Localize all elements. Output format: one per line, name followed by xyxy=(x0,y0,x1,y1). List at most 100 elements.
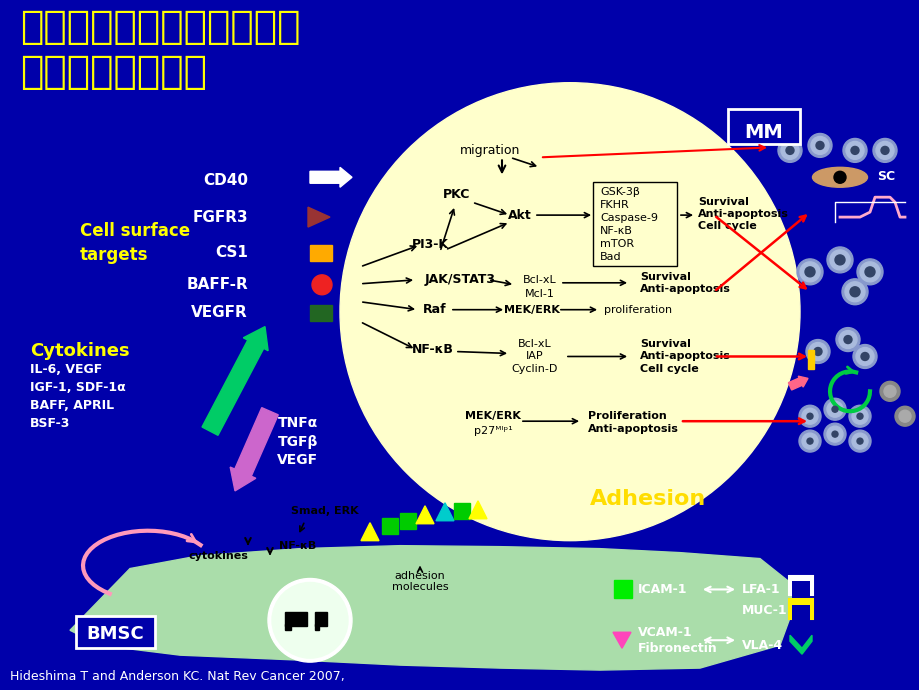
Text: Caspase-9: Caspase-9 xyxy=(599,213,657,223)
Circle shape xyxy=(823,398,845,420)
Text: Hideshima T and Anderson KC. Nat Rev Cancer 2007,: Hideshima T and Anderson KC. Nat Rev Can… xyxy=(10,670,345,683)
Text: Cytokines: Cytokines xyxy=(30,342,130,359)
Circle shape xyxy=(340,83,800,541)
Circle shape xyxy=(860,353,868,360)
Circle shape xyxy=(845,141,863,159)
Text: Akt: Akt xyxy=(507,208,531,221)
Circle shape xyxy=(312,275,332,295)
Circle shape xyxy=(831,406,837,412)
Bar xyxy=(807,350,813,369)
Circle shape xyxy=(850,146,858,155)
FancyArrow shape xyxy=(310,167,352,187)
Circle shape xyxy=(880,146,888,155)
Bar xyxy=(310,245,332,261)
Polygon shape xyxy=(469,501,486,519)
Circle shape xyxy=(801,433,817,449)
Text: LFA-1: LFA-1 xyxy=(742,583,780,596)
Text: Mcl-1: Mcl-1 xyxy=(525,288,554,299)
Text: Cyclin-D: Cyclin-D xyxy=(511,364,558,375)
Circle shape xyxy=(879,382,899,402)
Text: Anti-apoptosis: Anti-apoptosis xyxy=(698,209,788,219)
Text: Raf: Raf xyxy=(423,303,447,316)
Text: MUC-1: MUC-1 xyxy=(742,604,787,617)
Circle shape xyxy=(851,433,867,449)
Circle shape xyxy=(831,431,837,437)
Polygon shape xyxy=(70,546,800,670)
Text: Cell cycle: Cell cycle xyxy=(698,221,756,231)
Circle shape xyxy=(841,279,867,305)
Circle shape xyxy=(798,405,820,427)
Text: adhesion
molecules: adhesion molecules xyxy=(391,571,448,592)
Text: Bcl-xL: Bcl-xL xyxy=(517,339,551,348)
Circle shape xyxy=(800,262,819,282)
Text: Anti-apoptosis: Anti-apoptosis xyxy=(640,351,730,362)
Circle shape xyxy=(875,141,893,159)
Polygon shape xyxy=(789,635,811,654)
Circle shape xyxy=(813,348,821,355)
Circle shape xyxy=(855,348,873,366)
Circle shape xyxy=(823,423,845,445)
Text: cytokines: cytokines xyxy=(187,551,248,560)
Circle shape xyxy=(785,146,793,155)
Bar xyxy=(381,518,398,533)
Text: IL-6, VEGF
IGF-1, SDF-1α
BAFF, APRIL
BSF-3: IL-6, VEGF IGF-1, SDF-1α BAFF, APRIL BSF… xyxy=(30,364,126,431)
Text: TNFα
TGFβ
VEGF: TNFα TGFβ VEGF xyxy=(278,416,318,467)
Text: 生长、生存和耐药: 生长、生存和耐药 xyxy=(20,52,207,90)
Circle shape xyxy=(857,438,862,444)
Circle shape xyxy=(864,267,874,277)
Bar xyxy=(314,624,319,630)
Text: Smad, ERK: Smad, ERK xyxy=(291,506,358,516)
Text: Bad: Bad xyxy=(599,252,621,262)
Text: MM: MM xyxy=(743,123,782,142)
Circle shape xyxy=(848,430,870,452)
Text: SC: SC xyxy=(876,170,894,184)
Polygon shape xyxy=(415,506,434,524)
Text: NF-κB: NF-κB xyxy=(412,343,453,356)
Text: BAFF-R: BAFF-R xyxy=(186,277,248,293)
Circle shape xyxy=(796,259,823,285)
Bar xyxy=(400,513,415,529)
Text: 骨髓微环境与骨髓瘤细胞的: 骨髓微环境与骨髓瘤细胞的 xyxy=(20,8,301,46)
Text: Adhesion: Adhesion xyxy=(589,489,706,509)
Bar xyxy=(285,624,290,630)
Circle shape xyxy=(857,413,862,420)
Text: ICAM-1: ICAM-1 xyxy=(637,583,686,596)
Text: PKC: PKC xyxy=(443,188,471,201)
FancyArrow shape xyxy=(202,326,267,435)
Circle shape xyxy=(838,331,857,348)
FancyBboxPatch shape xyxy=(789,600,812,620)
Circle shape xyxy=(857,259,882,285)
Text: NF-κB: NF-κB xyxy=(599,226,632,236)
Circle shape xyxy=(859,262,879,282)
Text: PI3-K: PI3-K xyxy=(411,239,448,251)
Circle shape xyxy=(849,287,859,297)
Text: GSK-3β: GSK-3β xyxy=(599,187,640,197)
Text: Anti-apoptosis: Anti-apoptosis xyxy=(640,284,730,294)
FancyBboxPatch shape xyxy=(791,582,809,598)
Polygon shape xyxy=(308,207,330,227)
FancyBboxPatch shape xyxy=(76,616,154,648)
Polygon shape xyxy=(436,503,453,521)
Circle shape xyxy=(267,578,352,662)
Circle shape xyxy=(834,255,844,265)
Circle shape xyxy=(807,133,831,157)
Circle shape xyxy=(829,250,849,270)
Text: migration: migration xyxy=(460,144,519,157)
Text: p27ᴹᴵᵖ¹: p27ᴹᴵᵖ¹ xyxy=(473,426,512,436)
Bar xyxy=(613,580,631,598)
FancyBboxPatch shape xyxy=(791,605,809,622)
Text: Bcl-xL: Bcl-xL xyxy=(523,275,556,285)
Circle shape xyxy=(842,139,866,162)
Text: JAK/STAT3: JAK/STAT3 xyxy=(424,273,495,286)
Text: FGFR3: FGFR3 xyxy=(192,210,248,225)
Text: IAP: IAP xyxy=(526,351,543,362)
Text: FKHR: FKHR xyxy=(599,200,630,210)
Circle shape xyxy=(806,413,812,420)
Circle shape xyxy=(826,247,852,273)
Text: MEK/ERK: MEK/ERK xyxy=(465,411,520,421)
Circle shape xyxy=(826,426,842,442)
Text: CS1: CS1 xyxy=(215,246,248,260)
Text: Survival: Survival xyxy=(640,339,690,348)
Polygon shape xyxy=(360,523,379,541)
Circle shape xyxy=(815,141,823,150)
